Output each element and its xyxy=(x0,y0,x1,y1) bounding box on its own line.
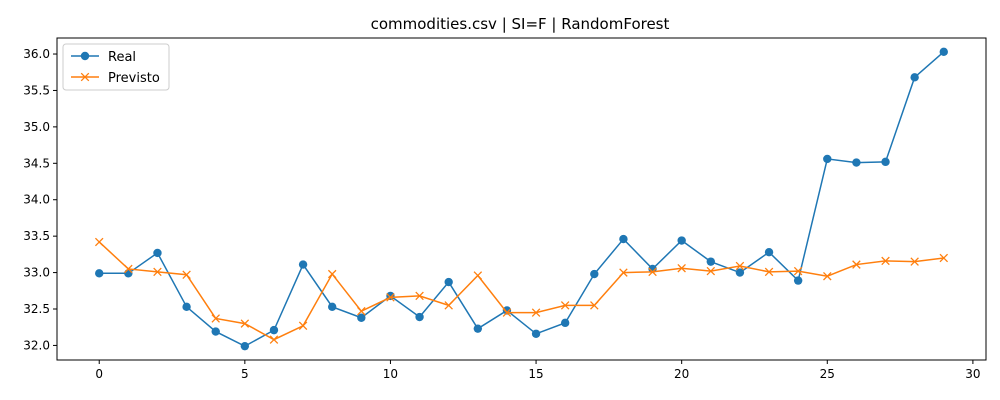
x-tick-label: 30 xyxy=(965,367,980,381)
data-point-real xyxy=(939,47,948,57)
data-point-real xyxy=(269,325,279,335)
data-point-real xyxy=(211,327,220,336)
data-point-previsto xyxy=(793,266,803,276)
y-tick-label: 32.0 xyxy=(23,338,50,352)
data-point-real xyxy=(298,260,308,269)
data-point-previsto xyxy=(415,291,424,301)
data-point-real xyxy=(706,257,715,266)
x-tick-label: 0 xyxy=(95,367,103,381)
data-point-previsto xyxy=(386,293,395,302)
data-point-previsto xyxy=(153,267,162,277)
data-point-real xyxy=(473,324,483,333)
data-point-real xyxy=(415,312,424,322)
series-line-previsto xyxy=(98,241,944,341)
data-point-real xyxy=(881,157,890,167)
legend-marker-previsto xyxy=(80,72,90,82)
data-point-previsto xyxy=(269,335,279,344)
data-point-real xyxy=(182,302,191,312)
y-tick-label: 32.5 xyxy=(23,302,50,316)
data-point-previsto xyxy=(327,269,337,279)
legend: Real Previsto xyxy=(62,43,170,91)
data-point-real xyxy=(153,248,162,258)
data-point-previsto xyxy=(473,271,483,280)
y-tick-label: 33.0 xyxy=(23,266,50,280)
data-point-previsto xyxy=(298,321,308,331)
data-point-real xyxy=(531,329,541,338)
y-tick-label: 33.5 xyxy=(23,229,50,243)
data-point-real xyxy=(619,234,628,244)
data-point-previsto xyxy=(823,271,832,281)
data-point-real xyxy=(735,268,745,277)
x-tick-label: 10 xyxy=(383,367,398,381)
data-point-previsto xyxy=(531,308,541,317)
data-point-previsto xyxy=(706,266,716,276)
data-point-previsto xyxy=(619,268,628,277)
data-point-real xyxy=(240,341,250,351)
y-tick-label: 34.5 xyxy=(23,156,50,170)
data-point-real xyxy=(823,154,832,164)
legend-label-previsto: Previsto xyxy=(108,71,160,86)
data-point-real xyxy=(124,269,133,278)
data-point-previsto xyxy=(648,267,657,277)
data-point-previsto xyxy=(735,261,745,271)
data-point-previsto xyxy=(502,308,512,317)
axes-frame xyxy=(56,37,987,361)
data-point-previsto xyxy=(182,270,191,280)
data-point-previsto xyxy=(240,319,250,328)
legend-marker-real xyxy=(80,51,90,61)
x-tick-label: 15 xyxy=(528,367,543,381)
data-point-previsto xyxy=(764,267,774,277)
data-point-real xyxy=(328,302,337,312)
series-line-real xyxy=(99,51,945,348)
data-point-real xyxy=(444,277,453,287)
x-tick-label: 5 xyxy=(241,367,249,381)
y-tick-label: 34.0 xyxy=(23,193,50,207)
data-point-real xyxy=(357,313,366,322)
data-point-real xyxy=(852,158,861,167)
data-point-previsto xyxy=(94,237,104,247)
data-point-real xyxy=(764,247,774,257)
data-point-previsto xyxy=(590,301,599,310)
data-point-real xyxy=(677,236,686,245)
data-point-previsto xyxy=(881,256,890,266)
data-point-previsto xyxy=(677,263,686,273)
data-point-real xyxy=(590,269,599,279)
data-point-previsto xyxy=(444,301,453,310)
data-point-previsto xyxy=(357,306,366,316)
x-tick-label: 25 xyxy=(820,367,835,381)
data-point-previsto xyxy=(124,264,133,274)
y-tick-label: 36.0 xyxy=(23,47,50,61)
plot-area: 0 5 10 15 20 25 30 32.0 32.5 33.0 33.5 34.0 34.5 35.0… xyxy=(23,37,987,381)
chart-title: commodities.csv | SI=F | RandomForest xyxy=(371,15,670,33)
data-point-real xyxy=(95,269,104,278)
data-point-real xyxy=(560,318,570,328)
data-point-previsto xyxy=(560,301,570,310)
x-tick-label: 20 xyxy=(674,367,689,381)
y-tick-label: 35.5 xyxy=(23,83,50,97)
data-point-previsto xyxy=(852,260,861,269)
data-point-previsto xyxy=(211,314,220,323)
data-point-previsto xyxy=(910,257,919,266)
legend-label-real: Real xyxy=(108,50,136,65)
data-point-real xyxy=(793,276,803,285)
y-tick-label: 35.0 xyxy=(23,120,50,134)
data-point-real xyxy=(910,73,919,82)
data-point-previsto xyxy=(939,253,949,263)
